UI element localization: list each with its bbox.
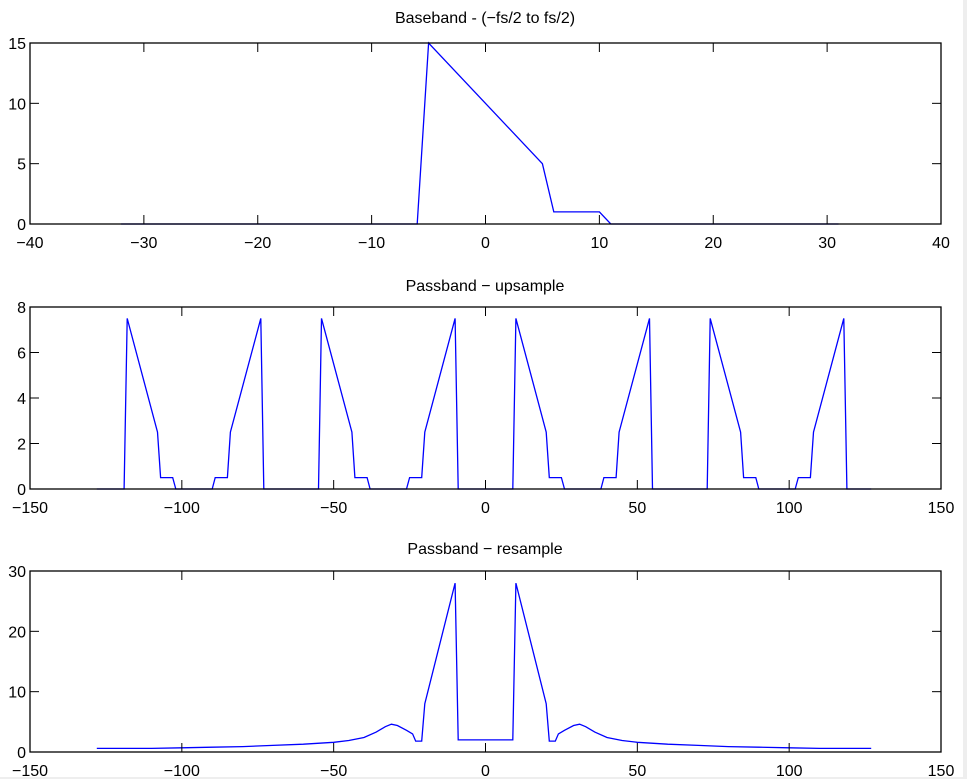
y-tick-label: 8 [17,300,26,317]
y-tick-label: 0 [17,482,26,499]
axis-ticks: −150 −100 −50 0 50 100 150 0 2 4 6 8 [12,300,954,517]
x-tick-label: 20 [704,235,722,252]
x-tick-label: 100 [776,500,803,517]
subplot-title: Passband − upsample [406,278,565,295]
x-tick-label: 10 [590,235,608,252]
y-tick-label: 15 [8,36,26,53]
data-line [96,582,872,750]
data-line [121,41,839,225]
x-tick-label: 150 [928,500,955,517]
x-tick-label: 40 [932,235,950,252]
y-tick-label: 10 [8,685,26,702]
series-baseband [121,41,839,225]
x-tick-label: −100 [164,500,200,517]
y-tick-label: 2 [17,437,26,454]
y-tick-label: 5 [17,157,26,174]
series-upsample [96,318,872,490]
y-tick-label: 6 [17,346,26,363]
y-tick-label: 4 [17,391,26,408]
x-tick-label: −20 [244,235,271,252]
y-tick-label: 0 [17,217,26,234]
subplot-title: Passband − resample [407,541,562,558]
series-resample [96,582,872,750]
x-tick-label: 100 [776,763,803,779]
axes-box [29,570,942,753]
x-tick-label: −10 [358,235,385,252]
subplot-title: Baseband - (−fs/2 to fs/2) [395,10,575,27]
subplot-baseband: Baseband - (−fs/2 to fs/2) −40 −30 −20 −10 0… [8,10,950,252]
x-tick-label: 0 [481,763,490,779]
x-tick-label: 0 [481,500,490,517]
data-line [96,318,872,490]
subplot-upsample: Passband − upsample −150 −100 −50 0 50 100 150… [12,278,954,517]
window-edge-right [963,0,967,779]
y-tick-label: 20 [8,624,26,641]
x-tick-label: −30 [130,235,157,252]
y-tick-label: 30 [8,564,26,581]
y-tick-label: 0 [17,745,26,762]
x-tick-label: 50 [628,763,646,779]
x-tick-label: −50 [320,763,347,779]
x-tick-label: −40 [16,235,43,252]
axis-ticks: −40 −30 −20 −10 0 10 20 30 40 0 5 10 15 [8,36,950,252]
axes-box [29,42,942,225]
subplot-resample: Passband − resample −150 −100 −50 0 50 100 150… [8,541,954,779]
x-tick-label: 150 [928,763,955,779]
x-tick-label: −150 [12,500,48,517]
axes-box [29,306,942,490]
x-tick-label: −100 [164,763,200,779]
x-tick-label: −150 [12,763,48,779]
window-edge-bottom [0,777,967,779]
axis-ticks: −150 −100 −50 0 50 100 150 0 10 20 30 [8,564,954,779]
y-tick-label: 10 [8,96,26,113]
x-tick-label: −50 [320,500,347,517]
x-tick-label: 0 [481,235,490,252]
x-tick-label: 30 [818,235,836,252]
x-tick-label: 50 [628,500,646,517]
